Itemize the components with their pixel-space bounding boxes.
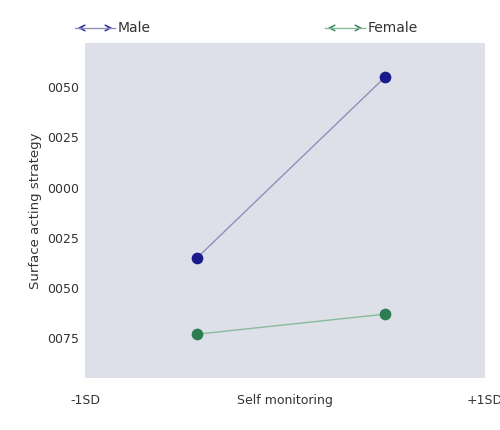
Point	[193, 255, 201, 261]
Text: Female: Female	[368, 21, 418, 35]
Text: Self monitoring: Self monitoring	[237, 394, 333, 408]
Y-axis label: Surface acting strategy: Surface acting strategy	[29, 132, 42, 289]
Text: +1SD: +1SD	[467, 394, 500, 408]
Text: -1SD: -1SD	[70, 394, 100, 408]
Point	[193, 331, 201, 338]
Point	[381, 74, 389, 80]
Point	[381, 311, 389, 318]
Text: Male: Male	[118, 21, 150, 35]
